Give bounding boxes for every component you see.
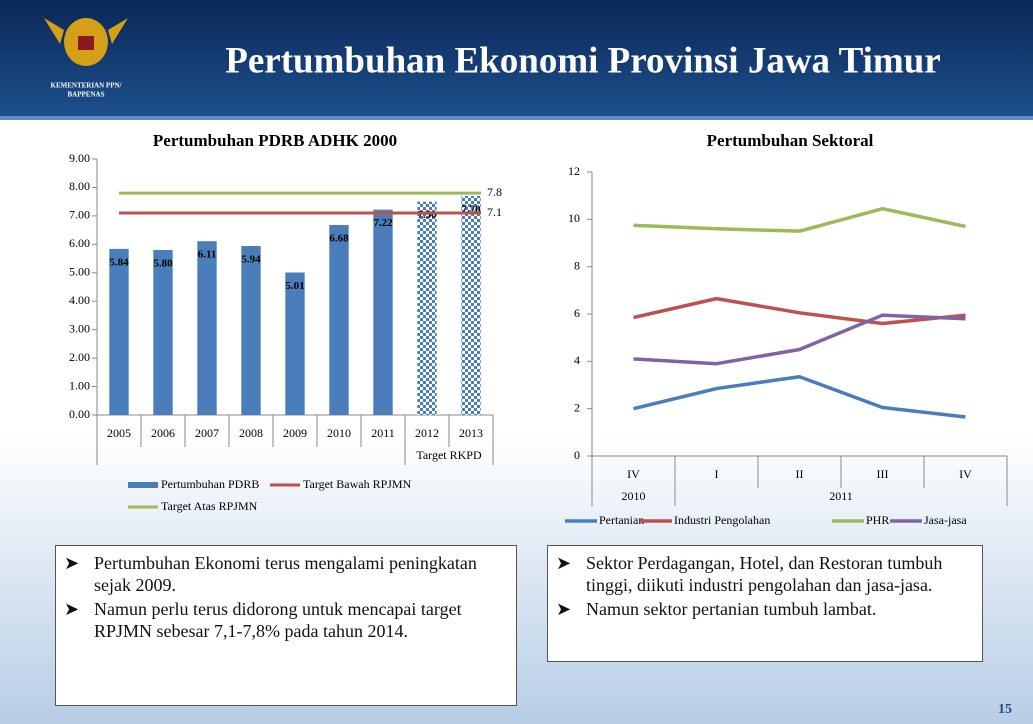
- group-label: 2011: [829, 489, 853, 503]
- x-tick-label: 2008: [239, 426, 263, 440]
- group-label: 2010: [622, 489, 646, 503]
- bullet-icon: ➤: [556, 553, 572, 573]
- legend-label: Jasa-jasa: [924, 513, 967, 527]
- x-tick-label: II: [796, 467, 804, 481]
- bullet-text: Namun perlu terus didorong untuk mencapa…: [94, 599, 462, 641]
- y-tick-label: 2.00: [69, 350, 90, 364]
- bullet-text: Namun sektor pertanian tumbuh lambat.: [586, 599, 877, 619]
- value-label: 5.80: [153, 258, 173, 270]
- y-tick-label: 4.00: [69, 293, 90, 307]
- bullet-icon: ➤: [64, 553, 80, 573]
- x-tick-label: 2012: [415, 426, 439, 440]
- series-line: [633, 296, 966, 326]
- slide-title: Pertumbuhan Ekonomi Provinsi Jawa Timur: [225, 40, 940, 81]
- value-label: 6.68: [329, 233, 349, 245]
- bar: [285, 272, 305, 415]
- y-tick-label: 5.00: [69, 265, 90, 279]
- y-tick-label: 8.00: [69, 179, 90, 193]
- bullet-item: ➤ Namun perlu terus didorong untuk mencap…: [64, 598, 508, 642]
- y-tick-label: 12: [568, 164, 580, 178]
- value-label: 7.22: [373, 217, 393, 229]
- x-tick-label: IV: [959, 467, 972, 481]
- value-label: 5.94: [241, 254, 261, 266]
- x-tick-label: III: [877, 467, 889, 481]
- bullet-icon: ➤: [64, 599, 80, 619]
- series-line: [633, 313, 966, 366]
- x-tick-label: 2009: [283, 426, 307, 440]
- y-tick-label: 7.00: [69, 208, 90, 222]
- bullet-text: Sektor Perdagangan, Hotel, dan Restoran …: [586, 553, 943, 595]
- y-tick-label: 0: [574, 448, 580, 462]
- y-tick-label: 6.00: [69, 236, 90, 250]
- x-tick-label: 2006: [151, 426, 175, 440]
- org-name: KEMENTERIAN PPN/: [51, 82, 123, 90]
- y-tick-label: 3.00: [69, 321, 90, 335]
- bar: [373, 209, 393, 415]
- series-line: [633, 206, 966, 233]
- bar: [461, 195, 481, 415]
- bar: [329, 224, 349, 415]
- org-name: BAPPENAS: [68, 91, 105, 99]
- legend-label: Pertumbuhan PDRB: [161, 477, 259, 491]
- target-label: 7.8: [487, 185, 502, 199]
- value-label: 6.11: [198, 249, 217, 261]
- chart-title: Pertumbuhan PDRB ADHK 2000: [153, 131, 397, 150]
- header-rule: [0, 116, 1033, 120]
- x-tick-label: I: [715, 467, 719, 481]
- bullet-item: ➤ Sektor Perdagangan, Hotel, dan Restoran…: [556, 552, 974, 596]
- x-tick-label: IV: [627, 467, 640, 481]
- legend-label: PHR: [866, 513, 889, 527]
- x-tick-label: 2007: [195, 426, 219, 440]
- legend-label: Target Atas RPJMN: [161, 499, 258, 513]
- target-label: 7.1: [487, 205, 502, 219]
- legend-swatch: [128, 482, 158, 488]
- notes-left: ➤ Pertumbuhan Ekonomi terus mengalami pen…: [55, 545, 517, 706]
- bar: [153, 250, 173, 415]
- bullet-item: ➤ Pertumbuhan Ekonomi terus mengalami pen…: [64, 552, 508, 596]
- bar: [109, 248, 129, 415]
- header-band: [0, 0, 1033, 118]
- y-tick-label: 9.00: [69, 151, 90, 165]
- legend-label: Pertanian: [599, 513, 644, 527]
- bullet-item: ➤ Namun sektor pertanian tumbuh lambat.: [556, 598, 974, 620]
- value-label: 5.01: [285, 280, 304, 292]
- value-label: 7.50: [417, 209, 437, 221]
- bar: [197, 241, 217, 415]
- y-tick-label: 10: [568, 211, 580, 225]
- chart-title: Pertumbuhan Sektoral: [707, 131, 874, 150]
- bar: [241, 246, 261, 415]
- group-label: Target RKPD: [416, 448, 482, 462]
- y-tick-label: 4: [574, 353, 580, 367]
- x-tick-label: 2005: [107, 426, 131, 440]
- x-tick-label: 2011: [371, 426, 395, 440]
- bar: [417, 201, 437, 415]
- bullet-icon: ➤: [556, 599, 572, 619]
- y-tick-label: 8: [574, 258, 580, 272]
- legend-label: Industri Pengolahan: [674, 513, 770, 527]
- notes-right: ➤ Sektor Perdagangan, Hotel, dan Restoran…: [547, 545, 983, 662]
- series-line: [633, 374, 966, 419]
- bullet-text: Pertumbuhan Ekonomi terus mengalami peni…: [94, 553, 477, 595]
- y-tick-label: 2: [574, 400, 580, 414]
- logo: [44, 18, 128, 66]
- legend-label: Target Bawah RPJMN: [303, 477, 412, 491]
- page-number: 15: [998, 702, 1012, 717]
- value-label: 5.84: [109, 256, 129, 268]
- x-tick-label: 2010: [327, 426, 351, 440]
- y-tick-label: 1.00: [69, 378, 90, 392]
- y-tick-label: 6: [574, 306, 580, 320]
- y-tick-label: 0.00: [69, 407, 90, 421]
- x-tick-label: 2013: [459, 426, 483, 440]
